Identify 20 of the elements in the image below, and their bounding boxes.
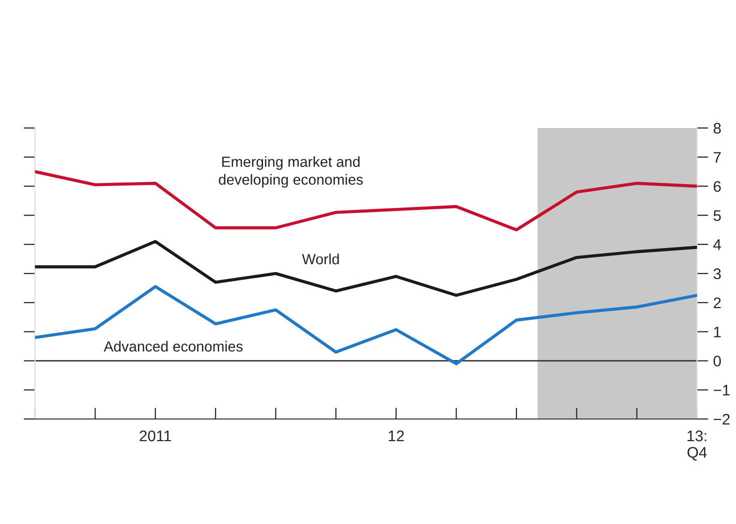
series-label: Advanced economies <box>104 340 243 352</box>
y-tick-label: 3 <box>714 268 721 280</box>
y-tick-label: 2 <box>714 297 721 308</box>
y-tick-label: 7 <box>714 152 721 163</box>
line-series <box>35 285 697 366</box>
x-tick-label: 2011 <box>140 430 172 442</box>
y-tick-label: 6 <box>714 181 721 192</box>
y-tick-label: 1 <box>714 326 721 338</box>
line-series <box>35 170 697 232</box>
series-label: World <box>302 254 339 264</box>
y-tick-label: 0 <box>714 356 721 366</box>
y-tick-label: −1 <box>714 384 730 396</box>
series-label: Emerging market and developing economies <box>218 156 363 188</box>
line-series <box>35 240 697 297</box>
y-tick-label: 8 <box>714 122 721 134</box>
x-tick-label: 12 <box>388 430 404 442</box>
y-tick-label: 5 <box>714 210 721 221</box>
y-tick-label: −2 <box>714 414 730 425</box>
x-tick-label: 13: Q4 <box>688 430 707 461</box>
y-tick-label: 4 <box>713 239 722 250</box>
